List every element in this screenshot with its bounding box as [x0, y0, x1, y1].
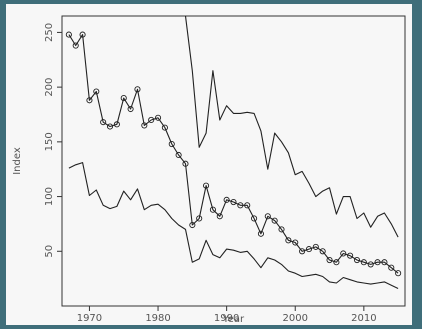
series-3-line: [68, 162, 399, 289]
series-1-line: [184, 15, 399, 238]
series-2-point: [237, 202, 244, 209]
series-2-point: [312, 243, 319, 250]
series-2-point: [257, 230, 264, 237]
series-2-point: [360, 259, 367, 266]
plot-area-border: [61, 15, 406, 307]
x-tick-label: 1990: [214, 313, 239, 324]
series-2-point: [72, 42, 79, 49]
series-2-point: [305, 246, 313, 253]
series-2-point: [374, 259, 381, 266]
series-2-point: [326, 256, 333, 264]
series-2-point: [141, 122, 148, 129]
series-2-point: [113, 121, 120, 128]
series-2-point: [106, 123, 114, 130]
series-2-point: [223, 196, 230, 203]
y-tick-label: 200: [44, 78, 55, 97]
series-2-point: [388, 264, 395, 271]
series-2-line: [68, 34, 399, 274]
series-2-point: [168, 140, 175, 148]
x-tick-label: 2010: [351, 313, 376, 324]
series-2-point: [127, 105, 134, 113]
series-2-point: [340, 250, 347, 257]
y-axis: 50 100 150 200 250: [44, 23, 62, 258]
series-2-point: [189, 221, 196, 229]
series-2-point: [264, 213, 271, 220]
series-2-point: [299, 248, 306, 255]
series-2-point: [120, 95, 127, 102]
series-2-point: [209, 206, 216, 213]
series-2-point: [161, 124, 168, 131]
series-2-point: [65, 31, 72, 38]
series-2-point: [216, 213, 223, 220]
series-layer: [65, 15, 402, 289]
y-tick-label: 100: [44, 187, 55, 206]
series-2-point: [395, 270, 402, 277]
series-2-point: [319, 248, 326, 255]
series-2-point: [244, 202, 251, 209]
series-2-point: [175, 151, 182, 159]
series-2-point: [333, 259, 340, 266]
y-tick-label: 150: [44, 132, 55, 151]
series-2-point: [251, 215, 258, 222]
series-2-point: [230, 198, 237, 206]
x-axis-label: Year: [222, 314, 245, 325]
series-2-point: [134, 86, 141, 93]
series-2-point: [93, 88, 100, 95]
series-2-point: [79, 31, 86, 38]
series-2-point: [100, 119, 107, 126]
x-tick-label: 1980: [145, 313, 170, 324]
x-tick-label: 1970: [77, 313, 102, 324]
series-2-point: [278, 226, 285, 233]
series-2-point: [285, 237, 292, 244]
x-axis: 1970 1980 1990 2000 2010: [77, 306, 377, 324]
series-2-point: [182, 160, 189, 167]
series-2-point: [347, 252, 354, 259]
series-2-point: [196, 215, 203, 222]
plot-card: 1970 1980 1990 2000 2010 50 100 150 200 250 Year…: [6, 4, 412, 325]
series-2-point: [381, 259, 388, 266]
series-2-point: [353, 256, 361, 264]
series-2-point: [292, 239, 299, 246]
series-2-point: [86, 97, 93, 104]
series-2-point: [148, 116, 155, 124]
y-tick-label: 50: [44, 245, 55, 258]
series-2-point: [367, 261, 374, 268]
y-tick-label: 250: [44, 23, 55, 42]
index-line-chart: 1970 1980 1990 2000 2010 50 100 150 200 250 Year…: [12, 15, 406, 325]
series-2-point: [271, 217, 278, 224]
series-2-point: [203, 182, 210, 189]
series-2-point: [154, 114, 162, 121]
y-axis-label: Index: [12, 147, 23, 175]
x-tick-label: 2000: [283, 313, 308, 324]
